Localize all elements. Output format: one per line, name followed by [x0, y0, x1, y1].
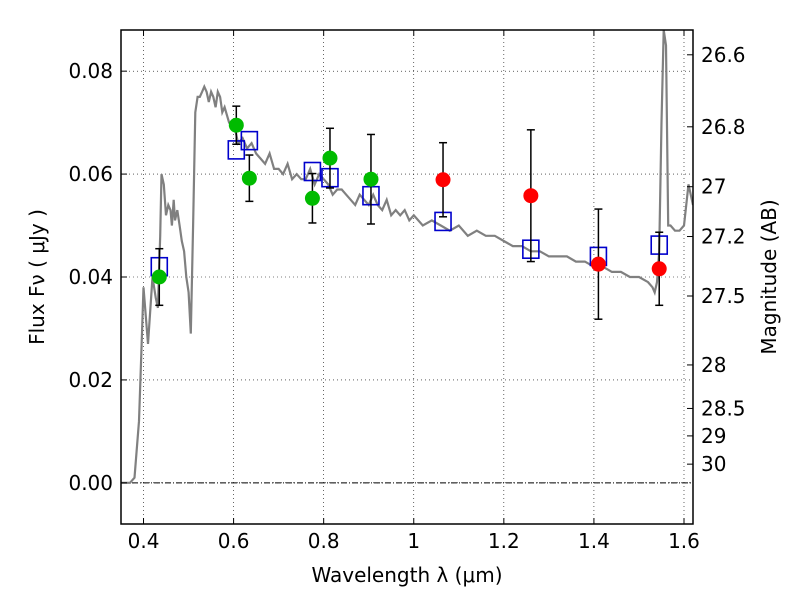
- magnitude-tick-label: 29: [701, 424, 726, 448]
- x-axis-label: Wavelength λ (μm): [311, 563, 502, 587]
- y-axis-label: Flux Fν ( μJy ): [25, 209, 49, 345]
- y-tick-label: 0.02: [68, 368, 113, 392]
- x-tick-label: 0.8: [308, 529, 340, 553]
- x-axis-ticks: 0.4 0.6 0.8 1 1.2 1.4 1.6: [128, 30, 700, 553]
- photometry-point: [590, 256, 606, 272]
- photometry-point: [363, 171, 379, 187]
- photometry-point: [435, 172, 451, 188]
- photometry-point: [523, 188, 539, 204]
- magnitude-axis-label: Magnitude (AB): [757, 199, 781, 354]
- y-tick-label: 0.00: [68, 471, 113, 495]
- model-flux-box: [240, 130, 259, 151]
- x-tick-label: 0.6: [218, 529, 250, 553]
- model-spectrum-line: [121, 30, 693, 484]
- y-tick-label: 0.04: [68, 265, 113, 289]
- photometry-point: [322, 150, 338, 166]
- photometry-point: [241, 170, 257, 186]
- y-tick-label: 0.08: [68, 59, 113, 83]
- magnitude-tick-label: 30: [701, 452, 726, 476]
- photometry-point: [151, 269, 167, 285]
- plot-area: [121, 30, 693, 484]
- x-tick-label: 1.4: [578, 529, 610, 553]
- magnitude-tick-label: 27.2: [701, 225, 746, 249]
- photometry-point: [228, 117, 244, 133]
- magnitude-tick-label: 27: [701, 175, 726, 199]
- magnitude-tick-label: 28: [701, 353, 726, 377]
- y-tick-label: 0.06: [68, 162, 113, 186]
- magnitude-tick-label: 27.5: [701, 284, 746, 308]
- magnitude-axis-ticks: 26.6 26.8 27 27.2 27.5 28 28.5 29 30: [687, 43, 746, 476]
- x-tick-label: 1: [407, 529, 420, 553]
- magnitude-tick-label: 26.6: [701, 43, 746, 67]
- magnitude-tick-label: 28.5: [701, 396, 746, 420]
- photometry-point: [651, 261, 667, 277]
- x-tick-label: 0.4: [128, 529, 160, 553]
- y-axis-ticks: 0.00 0.02 0.04 0.06 0.08: [68, 59, 127, 495]
- magnitude-tick-label: 26.8: [701, 115, 746, 139]
- photometry-point: [304, 190, 320, 206]
- x-tick-label: 1.6: [668, 529, 700, 553]
- x-tick-label: 1.2: [488, 529, 520, 553]
